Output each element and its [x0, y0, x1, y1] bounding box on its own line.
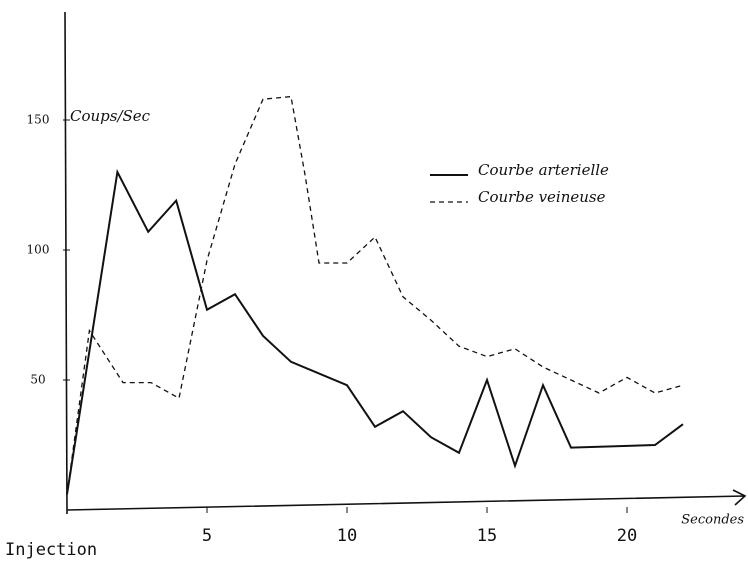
x-axis-label: Secondes: [681, 513, 744, 528]
y-axis: [64, 11, 68, 515]
x-axis: [66, 489, 747, 511]
y-tick-label: 150: [27, 113, 50, 127]
y-axis-label: Coups/Sec: [70, 107, 151, 125]
x-tick-label: 20: [617, 526, 637, 546]
y-tick-label: 50: [30, 373, 45, 387]
legend-label: Courbe arterielle: [478, 161, 609, 179]
y-tick-label: 100: [27, 243, 50, 257]
legend-label: Courbe veineuse: [478, 188, 606, 206]
origin-label: Injection: [5, 540, 97, 560]
x-tick-label: 15: [477, 526, 497, 546]
line: [66, 168, 684, 495]
x-tick-label: 10: [337, 526, 357, 546]
line: [66, 95, 684, 495]
x-tick-label: 5: [202, 526, 212, 546]
